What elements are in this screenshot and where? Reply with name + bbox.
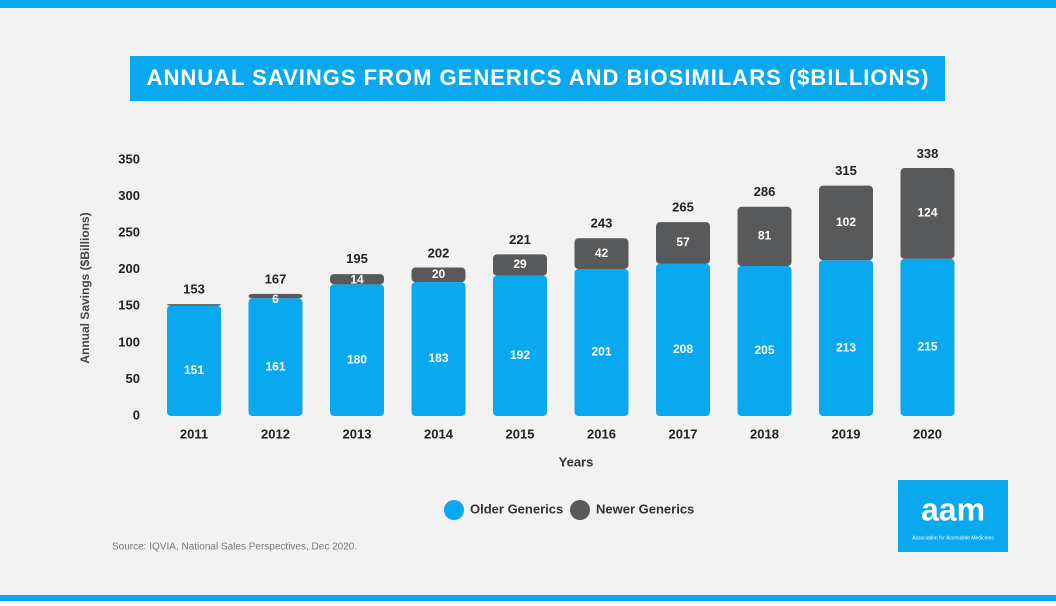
bar-segment bbox=[656, 222, 710, 264]
legend-label: Older Generics bbox=[470, 501, 563, 516]
x-tick-label: 2011 bbox=[180, 426, 208, 441]
data-label: 81 bbox=[758, 229, 772, 243]
y-tick-label: 0 bbox=[133, 407, 140, 422]
data-label: 6 bbox=[272, 292, 279, 306]
bar-segment bbox=[248, 293, 303, 299]
bar-segment bbox=[493, 254, 547, 276]
total-label: 167 bbox=[265, 271, 287, 286]
legend-swatch bbox=[570, 500, 590, 520]
x-tick-label: 2017 bbox=[669, 426, 698, 441]
x-tick-label: 2013 bbox=[343, 426, 372, 441]
data-label: 57 bbox=[676, 235, 690, 249]
bar-segment bbox=[411, 282, 466, 416]
x-tick-label: 2015 bbox=[506, 426, 535, 441]
x-tick-label: 2014 bbox=[424, 426, 454, 441]
data-label: 20 bbox=[432, 267, 446, 281]
bar-segment bbox=[900, 258, 955, 416]
bar-segment bbox=[819, 260, 873, 416]
bar-segment bbox=[900, 168, 955, 259]
bar-segment bbox=[411, 267, 466, 283]
data-label: 14 bbox=[350, 272, 364, 286]
bar-segment bbox=[737, 206, 792, 267]
data-label: 180 bbox=[347, 352, 367, 366]
total-label: 265 bbox=[672, 200, 694, 215]
data-label: 161 bbox=[265, 359, 285, 373]
total-label: 202 bbox=[428, 246, 450, 261]
source-note: Source: IQVIA, National Sales Perspectiv… bbox=[112, 542, 357, 553]
bar-segment bbox=[493, 275, 547, 416]
data-label: 151 bbox=[184, 363, 204, 377]
data-label: 213 bbox=[836, 340, 856, 354]
x-tick-label: 2019 bbox=[832, 426, 861, 441]
data-label: 192 bbox=[510, 348, 530, 362]
x-axis-label: Years bbox=[559, 454, 594, 469]
bar-segment bbox=[167, 305, 221, 416]
data-label: 208 bbox=[673, 342, 693, 356]
y-tick-label: 200 bbox=[118, 261, 140, 276]
data-label: 205 bbox=[754, 343, 774, 357]
data-label: 215 bbox=[917, 340, 937, 354]
x-tick-label: 2016 bbox=[587, 426, 616, 441]
legend-swatch bbox=[444, 500, 464, 520]
data-label: 183 bbox=[428, 351, 448, 365]
chart-title: ANNUAL SAVINGS FROM GENERICS AND BIOSIMI… bbox=[147, 65, 930, 90]
title-box bbox=[130, 56, 945, 101]
y-tick-label: 300 bbox=[118, 188, 140, 203]
logo-box bbox=[898, 480, 1008, 552]
bar-segment bbox=[819, 185, 873, 261]
total-label: 195 bbox=[346, 251, 368, 266]
total-label: 286 bbox=[754, 184, 776, 199]
bar-segment bbox=[737, 266, 792, 416]
bar-segment bbox=[574, 268, 629, 416]
data-label: 29 bbox=[513, 257, 527, 271]
total-label: 243 bbox=[591, 216, 613, 231]
x-tick-label: 2018 bbox=[750, 426, 779, 441]
y-tick-label: 50 bbox=[126, 371, 140, 386]
bar-segment bbox=[330, 284, 384, 416]
y-tick-label: 100 bbox=[118, 334, 140, 349]
data-label: 42 bbox=[595, 246, 609, 260]
data-label: 124 bbox=[917, 206, 937, 220]
bar-segment bbox=[330, 274, 384, 285]
y-axis-label: Annual Savings ($Billions) bbox=[78, 212, 92, 363]
data-label: 201 bbox=[591, 345, 611, 359]
total-label: 315 bbox=[835, 163, 857, 178]
bar-segment bbox=[167, 304, 221, 306]
bar-segment bbox=[248, 298, 303, 416]
data-label: 102 bbox=[836, 215, 856, 229]
y-tick-label: 150 bbox=[118, 298, 140, 313]
bar-segment bbox=[574, 238, 629, 269]
y-tick-label: 250 bbox=[118, 225, 140, 240]
x-tick-label: 2012 bbox=[261, 426, 290, 441]
total-label: 221 bbox=[509, 232, 531, 247]
total-label: 338 bbox=[917, 146, 939, 161]
bottom-rule bbox=[0, 595, 1056, 601]
logo-tagline: Association for Accessible Medicines bbox=[912, 535, 994, 541]
top-rule bbox=[0, 0, 1056, 8]
bar-segment bbox=[656, 263, 710, 416]
logo-name: aam bbox=[921, 491, 985, 527]
legend-label: Newer Generics bbox=[596, 501, 694, 516]
x-tick-label: 2020 bbox=[913, 426, 942, 441]
total-label: 153 bbox=[183, 282, 205, 297]
y-tick-label: 350 bbox=[118, 151, 140, 166]
